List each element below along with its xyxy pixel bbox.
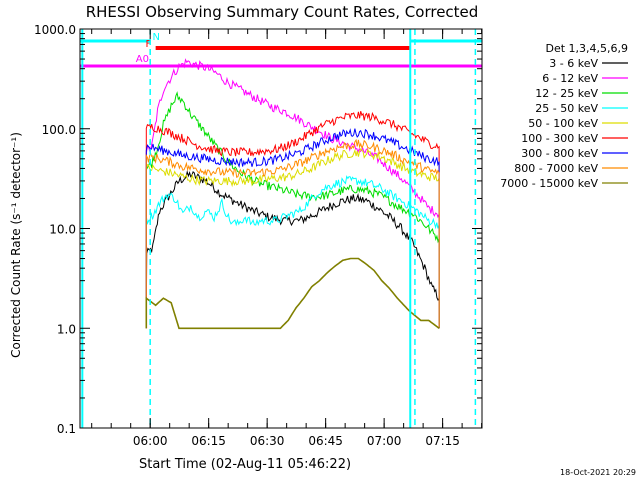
legend-label-3-6-kev: 3 - 6 keV bbox=[549, 57, 598, 70]
ytick-label: 0.1 bbox=[57, 422, 76, 436]
flag-label-a0: A0 bbox=[136, 54, 149, 65]
series-line-800-7000-kev bbox=[145, 138, 440, 329]
flag-label-f: F bbox=[146, 39, 152, 50]
series-line-50-100-kev bbox=[145, 148, 440, 329]
time-markers bbox=[81, 29, 477, 428]
legend-label-7000-15000-kev: 7000 - 15000 keV bbox=[500, 177, 598, 190]
series-line-3-6-kev bbox=[145, 170, 440, 329]
series-line-6-12-kev bbox=[145, 58, 440, 329]
flag-bars: NF A0 bbox=[80, 32, 482, 68]
xtick-label: 06:15 bbox=[191, 434, 226, 448]
plot-frame bbox=[79, 28, 483, 429]
series-line-300-800-kev bbox=[145, 128, 440, 329]
series-line-12-25-kev bbox=[145, 91, 440, 329]
xtick-label: 07:00 bbox=[367, 434, 402, 448]
x-axis-label: Start Time (02-Aug-11 05:46:22) bbox=[139, 457, 351, 472]
ytick-label: 10.0 bbox=[49, 223, 76, 237]
y-axis-label: Corrected Count Rate (s⁻¹ detector⁻¹) bbox=[9, 132, 23, 358]
y-axis: 0.1 1.0 10.0 100.0 1000.0 bbox=[34, 23, 482, 436]
legend-label-12-25-kev: 12 - 25 keV bbox=[535, 87, 598, 100]
legend-label-300-800-kev: 300 - 800 keV bbox=[521, 147, 598, 160]
legend-label-50-100-kev: 50 - 100 keV bbox=[528, 117, 598, 130]
legend-title: Det 1,3,4,5,6,9 bbox=[545, 42, 628, 55]
chart-title: RHESSI Observing Summary Count Rates, Co… bbox=[86, 3, 479, 21]
ytick-label: 1.0 bbox=[57, 322, 76, 336]
xtick-label: 06:45 bbox=[308, 434, 343, 448]
flag-label-n: N bbox=[153, 32, 160, 43]
ytick-label: 1000.0 bbox=[34, 23, 76, 37]
series-line-25-50-kev bbox=[145, 175, 440, 329]
x-axis: 06:00 06:15 06:30 06:45 07:00 07:15 bbox=[91, 29, 483, 448]
series-line-100-300-kev bbox=[145, 111, 440, 329]
legend-label-800-7000-kev: 800 - 7000 keV bbox=[514, 162, 598, 175]
ytick-label: 100.0 bbox=[42, 123, 76, 137]
xtick-label: 06:30 bbox=[250, 434, 285, 448]
legend-label-100-300-kev: 100 - 300 keV bbox=[521, 132, 598, 145]
xtick-label: 07:15 bbox=[425, 434, 460, 448]
series-line-7000-15000-kev bbox=[145, 257, 440, 330]
series-layer bbox=[145, 58, 440, 330]
legend-label-25-50-kev: 25 - 50 keV bbox=[535, 102, 598, 115]
xtick-label: 06:00 bbox=[133, 434, 168, 448]
footer-date: 18-Oct-2021 20:29 bbox=[560, 468, 636, 477]
legend-label-6-12-kev: 6 - 12 keV bbox=[542, 72, 598, 85]
legend: Det 1,3,4,5,6,9 3 - 6 keV 6 - 12 keV 12 - 2… bbox=[500, 42, 628, 190]
